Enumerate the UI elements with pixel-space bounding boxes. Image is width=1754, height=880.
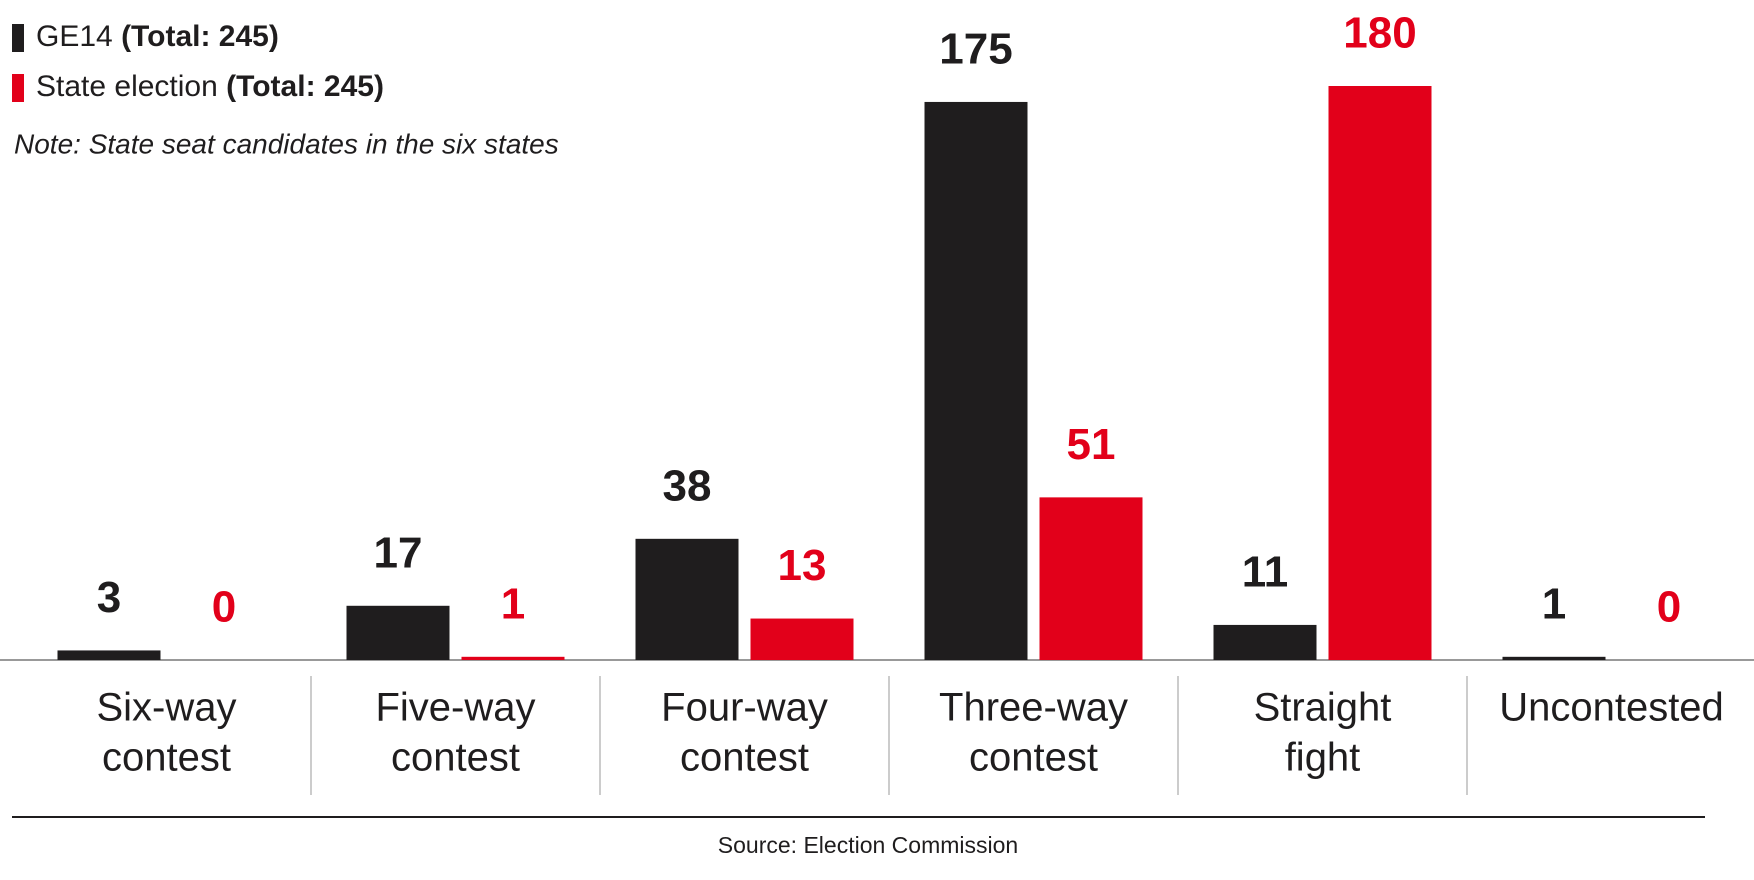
source: Source: Election Commission: [718, 832, 1018, 858]
value-label: 38: [663, 461, 712, 510]
value-label: 17: [374, 528, 423, 577]
x-tick-label: contest: [391, 736, 520, 780]
legend-entry: GE14 (Total: 245): [36, 20, 279, 53]
x-tick-label: contest: [969, 736, 1098, 780]
legend-label: State election: [36, 70, 218, 103]
legend-total: (Total: 245): [121, 20, 279, 53]
bar: [924, 101, 1028, 660]
value-label: 51: [1067, 420, 1116, 469]
legend-swatch: [12, 24, 24, 52]
bar: [461, 656, 565, 660]
x-tick-label: contest: [102, 736, 231, 780]
bar: [1502, 656, 1606, 660]
value-label: 0: [212, 583, 236, 632]
bar: [57, 650, 161, 660]
x-tick-label: Uncontested: [1499, 686, 1724, 730]
x-tick-label: Three-way: [939, 686, 1128, 730]
x-tick-label: Four-way: [661, 686, 828, 730]
bar: [750, 618, 854, 660]
value-label: 3: [97, 573, 121, 622]
x-tick-label: contest: [680, 736, 809, 780]
value-label: 180: [1343, 9, 1416, 58]
x-tick-label: Straight: [1254, 686, 1392, 730]
value-label: 175: [939, 25, 1012, 74]
legend-swatch: [12, 74, 24, 102]
bar: [1213, 624, 1317, 660]
legend-entry: State election (Total: 245): [36, 70, 384, 103]
value-label: 11: [1242, 548, 1289, 597]
x-tick-label: fight: [1285, 736, 1361, 780]
note: Note: State seat candidates in the six s…: [14, 128, 559, 159]
legend-label: GE14: [36, 20, 113, 53]
bar: [1039, 497, 1143, 660]
legend-total: (Total: 245): [226, 70, 384, 103]
value-label: 0: [1657, 583, 1681, 632]
x-tick-label: Five-way: [375, 686, 535, 730]
value-label: 13: [778, 541, 827, 590]
value-label: 1: [501, 579, 525, 628]
value-label: 1: [1542, 579, 1566, 628]
bar: [635, 538, 739, 660]
bar: [1328, 86, 1432, 660]
bar: [346, 605, 450, 660]
x-tick-label: Six-way: [96, 686, 236, 730]
